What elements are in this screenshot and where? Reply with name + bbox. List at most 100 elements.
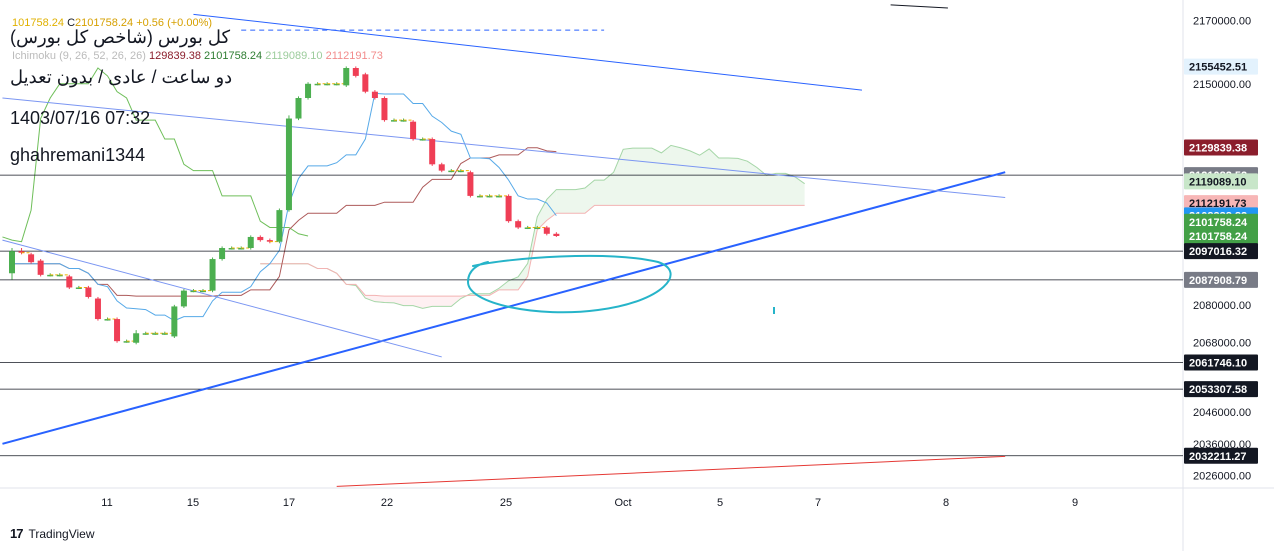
price-label-box: [1184, 243, 1258, 260]
tenkan-sen: [12, 92, 557, 322]
price-label-box: [1184, 213, 1258, 230]
x-tick-label: 15: [187, 497, 199, 509]
candle-body: [505, 195, 512, 222]
candle-body: [467, 172, 474, 196]
cloud-segment: [766, 173, 776, 206]
price-label: 2101758.24: [1189, 231, 1248, 243]
price-label: 2032211.27: [1189, 451, 1247, 463]
trendline: [890, 4, 948, 9]
x-tick-label: Oct: [614, 497, 631, 509]
chart-author: ghahremani1344: [10, 145, 146, 165]
cloud-segment: [441, 296, 452, 307]
x-tick-label: 8: [943, 497, 949, 509]
cloud-segment: [556, 189, 566, 214]
candle-body: [419, 139, 426, 141]
price-label: 2101758.24: [1189, 217, 1248, 229]
candle-body: [94, 298, 101, 320]
ichimoku-value-2: 2101758.24: [204, 50, 263, 62]
x-tick-label: 9: [1072, 497, 1078, 509]
x-tick-label: 17: [283, 497, 295, 509]
y-tick-label: 2068000.00: [1193, 338, 1251, 350]
cloud-segment: [737, 158, 748, 206]
candle-body: [343, 68, 350, 86]
cloud-segment: [565, 189, 576, 214]
cloud-segment: [613, 149, 624, 206]
cloud-segment: [403, 296, 414, 306]
candle-body: [114, 319, 121, 342]
cloud-segment: [795, 176, 805, 206]
ichimoku-value-3: 2119089.10: [265, 50, 323, 62]
candle-body: [362, 74, 369, 92]
cloud-segment: [718, 158, 729, 206]
price-label: 2119089.10: [1189, 176, 1247, 188]
candle-body: [200, 290, 206, 293]
candle-body: [400, 120, 407, 122]
tradingview-logo[interactable]: 17 TradingView: [10, 526, 95, 541]
cloud-segment: [518, 263, 528, 290]
y-tick-label: 2046000.00: [1193, 407, 1251, 419]
price-label-box: [1184, 271, 1258, 288]
ohlc-change: +0.56 (+0.00%): [136, 17, 213, 29]
trendline: [2, 171, 1006, 445]
ohlc-legend: 101758.24 C2101758.24 +0.56 (+0.00%): [12, 17, 213, 29]
price-label: 2129839.38: [1189, 142, 1247, 154]
cloud-segment: [527, 216, 538, 277]
y-tick-label: 2150000.00: [1193, 79, 1251, 91]
price-label: 2097016.32: [1189, 246, 1247, 258]
candle-body: [257, 236, 264, 241]
cloud-segment: [422, 296, 433, 309]
trendline: [193, 13, 863, 91]
cloud-segment: [709, 148, 719, 206]
x-tick-label: 11: [101, 497, 112, 509]
candle-body: [285, 118, 292, 211]
candle-body: [161, 333, 168, 335]
cloud-segment: [651, 148, 662, 206]
ichimoku-value-4: 2112191.73: [325, 50, 383, 62]
price-label: 2053307.58: [1189, 384, 1247, 396]
cloud-segment: [594, 180, 605, 206]
candle-body: [496, 195, 503, 198]
tradingview-logo-icon: 17: [10, 526, 24, 541]
cloud-segment: [432, 296, 442, 307]
cloud-segment: [413, 296, 423, 309]
price-label-box: [1184, 228, 1258, 245]
trendline: [336, 455, 1006, 487]
cloud-segment: [776, 173, 786, 206]
ticker-title: کل بورس (شاخص کل بورس): [10, 27, 231, 47]
ichimoku-legend: Ichimoku (9, 26, 52, 26, 26) 129839.38 2…: [12, 50, 383, 62]
price-label-box: [1184, 354, 1258, 371]
candle-body: [448, 170, 455, 173]
trendline: [2, 97, 1006, 198]
cloud-segment: [384, 296, 394, 303]
cloud-segment: [374, 295, 385, 303]
candle-body: [104, 319, 111, 321]
candle-body: [75, 287, 82, 289]
candle-body: [18, 251, 25, 253]
cloud-segment: [699, 148, 710, 206]
ohlc-prefix: 101758.24: [12, 17, 64, 29]
cloud-segment: [585, 180, 595, 214]
candle-body: [352, 68, 359, 76]
candle-body: [486, 195, 493, 198]
tradingview-brand: TradingView: [28, 526, 95, 541]
candle-body: [266, 240, 273, 242]
candle-body: [219, 248, 226, 260]
candle-body: [457, 170, 464, 173]
x-tick-label: 5: [717, 497, 723, 509]
candle-body: [9, 251, 15, 274]
y-tick-label: 2026000.00: [1193, 470, 1251, 482]
candle-body: [85, 287, 92, 297]
price-label: 2155452.51: [1189, 62, 1247, 74]
y-tick-label: 2170000.00: [1193, 16, 1251, 28]
cloud-segment: [756, 167, 767, 206]
cloud-segment: [604, 172, 614, 206]
candle-body: [391, 120, 397, 122]
candle-body: [123, 341, 130, 343]
cloud-segment: [747, 161, 757, 206]
chart-datetime: 1403/07/16 07:32: [10, 108, 151, 128]
cloud-segment: [785, 173, 796, 206]
price-label: 2112191.73: [1189, 198, 1247, 210]
candle-body: [429, 139, 436, 165]
candle-body: [28, 254, 35, 263]
